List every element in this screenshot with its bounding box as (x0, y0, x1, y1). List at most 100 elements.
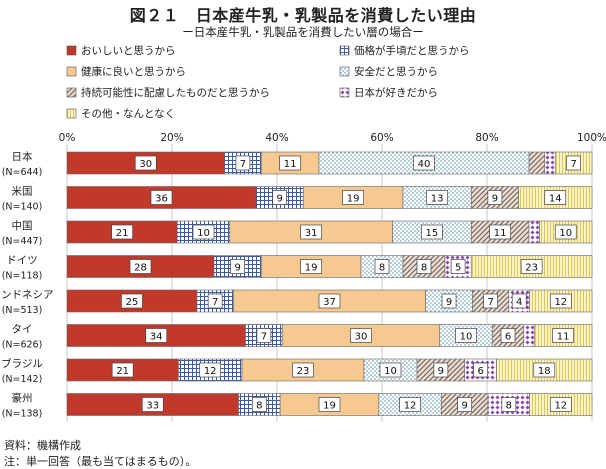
data-label-box (111, 362, 134, 378)
data-label: 10 (559, 228, 572, 239)
data-label: 33 (146, 401, 159, 412)
data-label-box (318, 397, 341, 412)
data-label: 7 (240, 159, 246, 170)
data-label-box (350, 328, 372, 343)
data-label: 9 (492, 194, 498, 205)
data-label: 34 (150, 332, 163, 343)
category-label: 豪州 (12, 392, 33, 405)
data-label-box (533, 362, 556, 378)
data-label: 13 (431, 194, 444, 205)
data-label: 21 (116, 228, 129, 239)
data-label: 28 (134, 263, 147, 274)
data-label: 7 (261, 332, 267, 343)
data-label: 9 (276, 194, 282, 205)
data-label-box (342, 190, 364, 205)
category-label: ドイツ (6, 255, 38, 267)
data-label: 19 (347, 194, 360, 205)
data-label-box (121, 293, 143, 309)
data-label-box (192, 224, 215, 240)
category-label: タイ (12, 324, 33, 336)
data-label: 12 (554, 401, 567, 412)
data-label: 18 (538, 366, 551, 377)
footnote: 注：単一回答（最も当てはまるもの）。 (4, 455, 197, 468)
bar-segment (544, 151, 556, 175)
data-label: 31 (305, 228, 318, 239)
data-label: 7 (212, 297, 218, 308)
data-label-box (129, 259, 152, 274)
category-labels: 日本 (N=644) 米国 (N=140) 中国 (N=447) ドイツ (N=118) インド… (0, 150, 54, 420)
data-label-box (421, 224, 443, 240)
chart-subtitle: ー日本産牛乳・乳製品を消費したい層の場合ー (182, 25, 424, 39)
data-label: 10 (384, 366, 397, 377)
category-n-label: (N=118) (2, 271, 43, 282)
data-label: 8 (256, 401, 262, 412)
data-label-box (511, 293, 527, 309)
data-label-box (554, 224, 577, 240)
category-label: ブラジル (1, 357, 43, 370)
legend-swatch (66, 108, 77, 119)
legend-swatch (66, 66, 77, 77)
data-label: 25 (126, 297, 139, 308)
data-label: 6 (477, 366, 483, 377)
data-label: 40 (418, 159, 431, 170)
category-label: 日本 (12, 150, 33, 163)
category-n-label: (N=513) (2, 305, 43, 316)
data-label: 11 (557, 332, 570, 343)
data-label-box (501, 397, 517, 412)
data-label: 12 (204, 366, 217, 377)
legend-label: 健康に良いと思うから (81, 65, 186, 78)
data-label-box (426, 190, 448, 205)
x-tick-label: 20% (160, 132, 183, 144)
x-tick-label: 80% (475, 132, 498, 144)
legend-label: おいしいと思うから (81, 45, 176, 57)
data-label-box (230, 259, 245, 274)
data-label-box (251, 397, 267, 412)
data-label: 23 (297, 366, 310, 377)
legend-label: 価格が手頃だと思うから (354, 44, 470, 57)
legend-label: 安全だと思うから (354, 65, 438, 78)
data-label-box (457, 397, 472, 412)
legend-swatch (339, 87, 350, 98)
data-label-box (134, 155, 157, 171)
data-label: 15 (426, 228, 439, 239)
legend-label: 持続可能性に配慮したものだと思うから (81, 86, 270, 99)
legend-label: その他・なんとなく (81, 107, 175, 120)
x-tick-label: 100% (577, 132, 606, 144)
data-label-box (483, 293, 498, 309)
data-label: 19 (323, 401, 336, 412)
data-label-box (199, 362, 222, 378)
data-label: 7 (487, 297, 493, 308)
data-label: 30 (139, 159, 152, 170)
chart-title: 図２１ 日本産牛乳・乳製品を消費したい理由 (129, 6, 477, 25)
data-label-box (300, 224, 322, 240)
data-label: 9 (461, 401, 467, 412)
data-label: 8 (506, 401, 512, 412)
data-label-box (489, 224, 511, 240)
data-label: 23 (525, 263, 538, 274)
data-label-box (544, 190, 567, 205)
data-label-box (111, 224, 133, 240)
category-n-label: (N=626) (2, 340, 43, 351)
data-label-box (235, 155, 251, 171)
data-label-box (379, 362, 402, 378)
source-note: 資料：機構作成 (4, 439, 81, 452)
bar-segment (528, 151, 546, 175)
legend-swatch (66, 45, 77, 56)
data-label-box (318, 293, 341, 309)
data-label: 37 (323, 297, 336, 308)
data-label: 7 (570, 159, 576, 170)
data-label-box (520, 259, 543, 274)
data-label-box (433, 362, 449, 378)
data-label-box (566, 155, 581, 171)
data-label: 9 (438, 366, 444, 377)
data-label: 19 (305, 263, 318, 274)
data-label-box (279, 155, 301, 171)
data-label-box (552, 328, 574, 343)
data-label: 9 (446, 297, 452, 308)
legend-swatch (339, 45, 350, 56)
x-tick-label: 0% (59, 132, 76, 144)
category-n-label: (N=644) (2, 167, 43, 178)
bar-segments (66, 151, 593, 416)
data-label: 11 (284, 159, 297, 170)
